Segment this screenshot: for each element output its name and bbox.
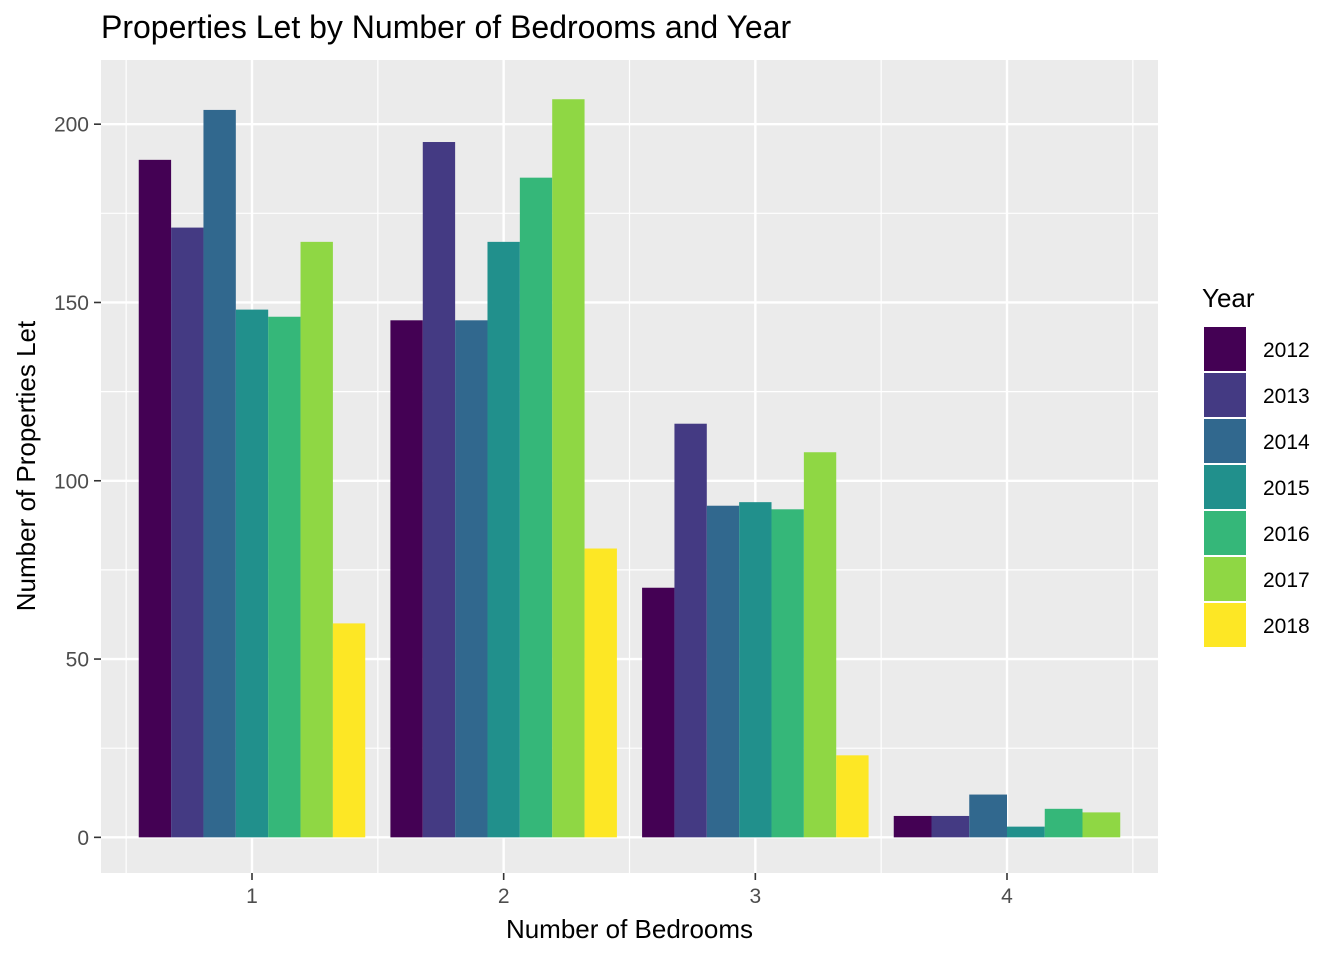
- legend-title: Year: [1202, 283, 1255, 313]
- bar-1-bedroom-2017: [300, 241, 333, 838]
- x-tick-label: 2: [498, 885, 510, 908]
- bars: [138, 99, 1121, 838]
- legend-label-2016: 2016: [1263, 523, 1310, 546]
- y-tick-label: 150: [54, 292, 89, 315]
- bar-1-bedroom-2015: [235, 309, 269, 838]
- x-tick-label: 3: [749, 885, 761, 908]
- bar-1-bedroom-2014: [203, 109, 236, 838]
- x-tick-label: 1: [246, 885, 258, 908]
- x-axis-ticks: 1 2 3 4: [246, 873, 1013, 908]
- legend: Year 2012 2013 2014 2015 2016 2017 2018: [1202, 283, 1310, 647]
- bar-2-bedroom-2014: [455, 320, 488, 838]
- legend-items: 2012 2013 2014 2015 2016 2017 2018: [1204, 327, 1310, 647]
- bar-3-bedroom-2016: [771, 509, 804, 838]
- bar-3-bedroom-2018: [836, 755, 869, 838]
- bar-4-bedroom-2013: [931, 815, 970, 838]
- legend-key-2013: [1204, 373, 1246, 417]
- bar-3-bedroom-2017: [803, 452, 837, 838]
- y-tick-label: 100: [54, 470, 89, 493]
- bar-4-bedroom-2015: [1007, 826, 1045, 838]
- x-tick-label: 4: [1001, 885, 1013, 908]
- y-tick-label: 200: [54, 114, 89, 137]
- legend-label-2012: 2012: [1263, 339, 1310, 362]
- bar-1-bedroom-2013: [171, 227, 204, 838]
- bar-4-bedroom-2017: [1082, 812, 1121, 838]
- legend-label-2017: 2017: [1263, 569, 1310, 592]
- legend-label-2014: 2014: [1263, 431, 1310, 454]
- legend-key-2015: [1204, 465, 1246, 509]
- bar-1-bedroom-2016: [268, 316, 301, 838]
- bar-3-bedroom-2012: [642, 587, 675, 838]
- bar-4-bedroom-2014: [969, 794, 1007, 838]
- y-axis-title: Number of Properties Let: [11, 320, 41, 611]
- y-axis-ticks: 0 50 100 150 200: [54, 114, 101, 850]
- bar-1-bedroom-2018: [332, 623, 366, 838]
- legend-key-2017: [1204, 557, 1246, 601]
- bar-3-bedroom-2013: [674, 423, 707, 838]
- bar-3-bedroom-2014: [706, 505, 740, 838]
- bar-2-bedroom-2016: [519, 177, 553, 838]
- legend-label-2015: 2015: [1263, 477, 1310, 500]
- bar-3-bedroom-2015: [739, 502, 772, 838]
- legend-key-2012: [1204, 327, 1246, 371]
- x-axis-title: Number of Bedrooms: [506, 914, 753, 944]
- legend-label-2018: 2018: [1263, 615, 1310, 638]
- bar-2-bedroom-2012: [390, 320, 423, 838]
- legend-key-2018: [1204, 603, 1246, 647]
- bar-4-bedroom-2016: [1044, 808, 1083, 838]
- y-tick-label: 50: [66, 649, 89, 672]
- bar-2-bedroom-2013: [422, 142, 456, 838]
- bar-2-bedroom-2018: [584, 548, 617, 838]
- y-tick-label: 0: [77, 827, 89, 850]
- bar-2-bedroom-2017: [552, 99, 585, 838]
- bar-1-bedroom-2012: [138, 159, 172, 838]
- bar-2-bedroom-2015: [487, 241, 520, 838]
- legend-key-2014: [1204, 419, 1246, 463]
- legend-key-2016: [1204, 511, 1246, 555]
- legend-label-2013: 2013: [1263, 385, 1310, 408]
- chart-title: Properties Let by Number of Bedrooms and…: [101, 9, 792, 45]
- bar-4-bedroom-2012: [893, 815, 932, 838]
